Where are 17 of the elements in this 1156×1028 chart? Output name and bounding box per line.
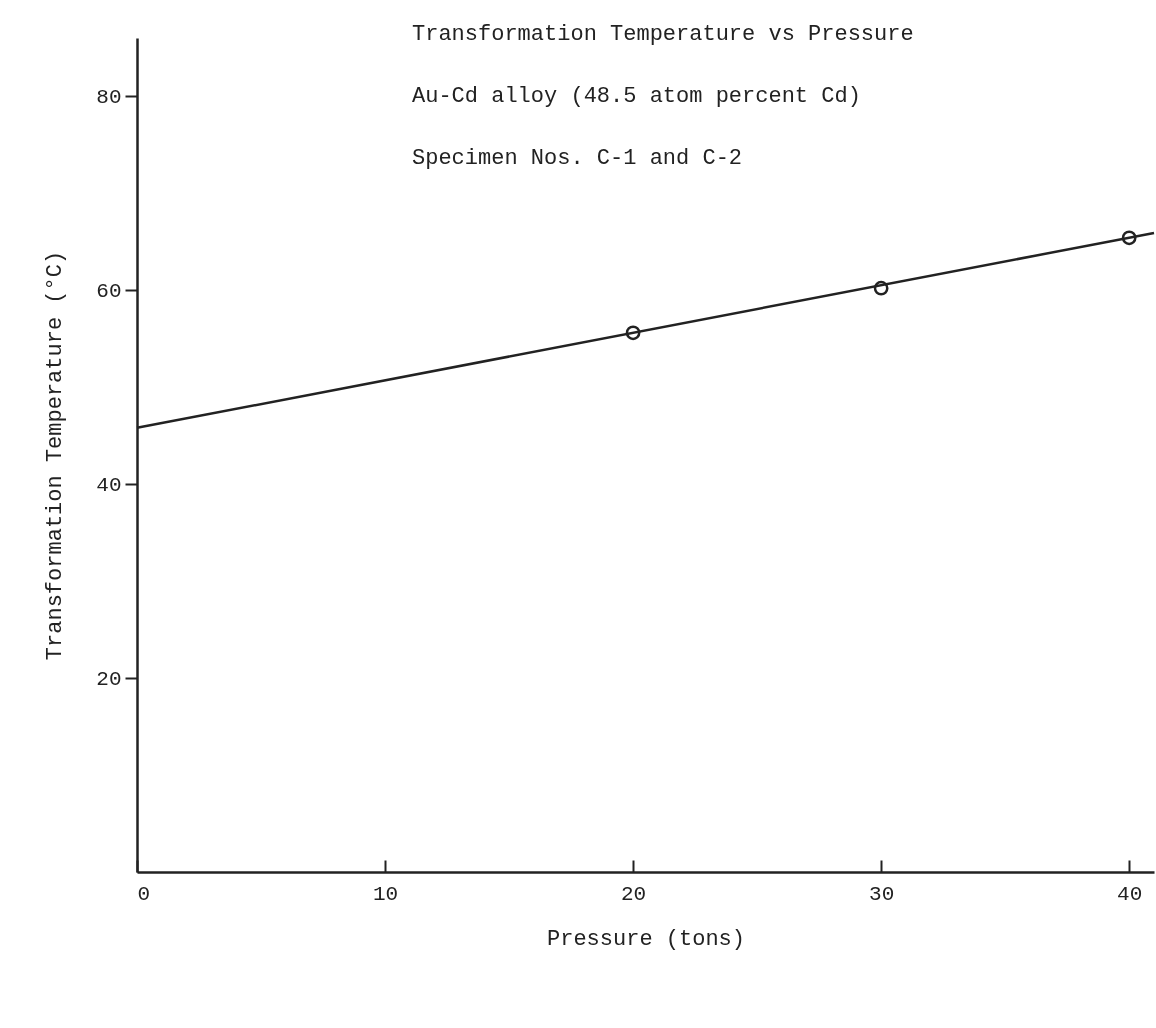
x-tick-label: 20 <box>620 882 647 906</box>
point <box>1121 230 1137 246</box>
annotation: Specimen Nos. C-1 and C-2 <box>412 146 743 171</box>
point <box>873 280 889 296</box>
x-tick-label: 30 <box>869 882 895 906</box>
x-tick-label: 10 <box>372 882 399 906</box>
y-tick-label: 40 <box>96 473 122 497</box>
x-tick-label: 40 <box>1117 882 1143 906</box>
text: Au-Cd alloy (48.5 atom percent Cd) <box>412 84 861 109</box>
x-tick-label: 0 <box>137 882 151 906</box>
x-axis-title: Pressure (tons) <box>546 926 746 952</box>
y-tick-label: 20 <box>96 667 122 691</box>
y-tick-label: 60 <box>96 279 122 303</box>
chart-title: Transformation Temperature vs Pressure <box>412 22 914 47</box>
y-tick-label: 80 <box>96 85 122 109</box>
y-axis-title: Transformation Temperature (°C) <box>43 250 69 661</box>
point <box>625 325 641 341</box>
